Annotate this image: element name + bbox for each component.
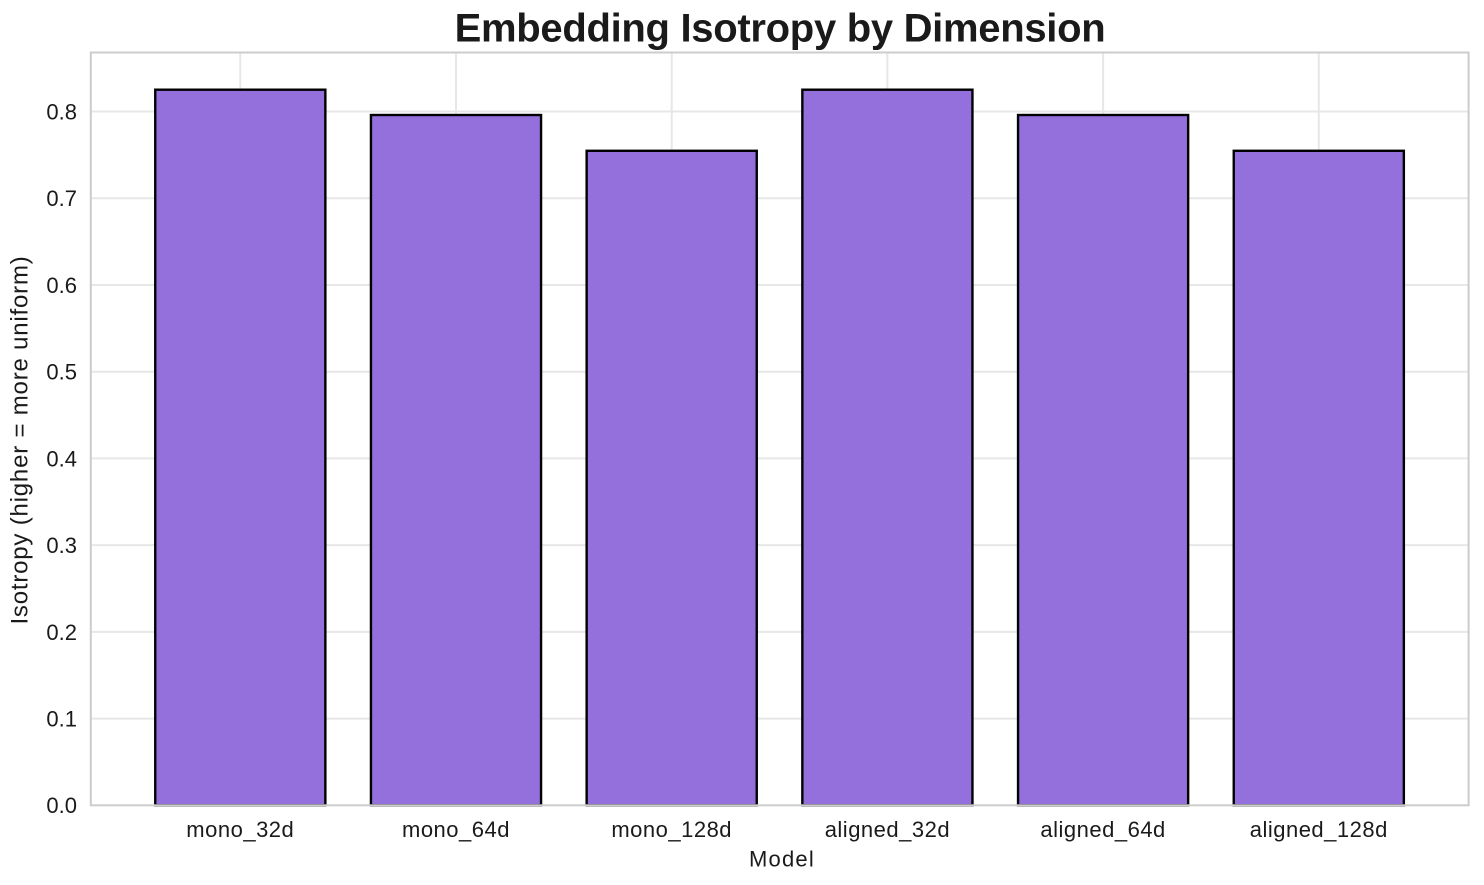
svg-text:0.2: 0.2 (46, 620, 77, 645)
svg-text:aligned_128d: aligned_128d (1250, 817, 1388, 842)
svg-text:aligned_64d: aligned_64d (1040, 817, 1165, 842)
svg-text:Model: Model (749, 847, 815, 872)
svg-text:0.3: 0.3 (46, 533, 77, 558)
svg-text:aligned_32d: aligned_32d (825, 817, 950, 842)
svg-text:mono_128d: mono_128d (611, 817, 732, 842)
svg-text:0.6: 0.6 (46, 273, 77, 298)
svg-text:0.8: 0.8 (46, 99, 77, 124)
svg-text:0.4: 0.4 (46, 446, 77, 471)
svg-text:0.5: 0.5 (46, 360, 77, 385)
svg-text:0.0: 0.0 (46, 793, 77, 818)
svg-text:mono_64d: mono_64d (402, 817, 510, 842)
svg-text:0.7: 0.7 (46, 186, 77, 211)
svg-text:Isotropy (higher = more unifor: Isotropy (higher = more uniform) (7, 255, 34, 624)
svg-text:mono_32d: mono_32d (186, 817, 294, 842)
svg-text:0.1: 0.1 (46, 707, 77, 732)
svg-text:Embedding Isotropy by Dimensio: Embedding Isotropy by Dimension (455, 7, 1106, 51)
